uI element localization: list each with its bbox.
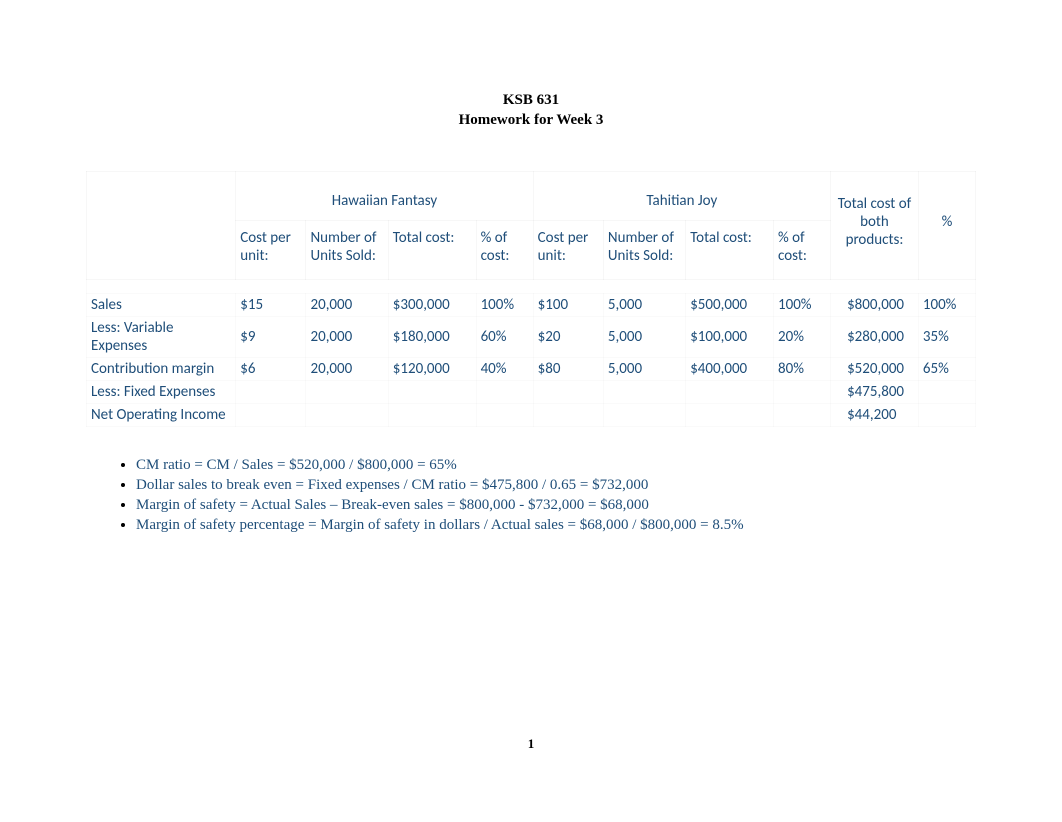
table-row: Net Operating Income $44,200 bbox=[87, 403, 976, 426]
bullet-item: Dollar sales to break even = Fixed expen… bbox=[136, 475, 976, 495]
cell-grand-total: $44,200 bbox=[831, 403, 919, 426]
heading-line-2: Homework for Week 3 bbox=[86, 110, 976, 130]
table-row: Contribution margin$620,000$120,00040%$8… bbox=[87, 357, 976, 380]
cell-p1-pct bbox=[476, 380, 533, 403]
cell-p1-cost bbox=[236, 403, 306, 426]
cell-p2-cost: $80 bbox=[533, 357, 603, 380]
cell-p2-pct bbox=[774, 403, 831, 426]
header-total-both: Total cost of both products: bbox=[831, 171, 919, 279]
cell-p2-cost bbox=[533, 380, 603, 403]
cell-p1-units: 20,000 bbox=[306, 357, 388, 380]
header-p1-total: Total cost: bbox=[388, 220, 476, 279]
cell-p1-total: $120,000 bbox=[388, 357, 476, 380]
cell-p1-cost: $9 bbox=[236, 316, 306, 357]
cell-p2-pct: 100% bbox=[774, 293, 831, 316]
header-p2-units: Number of Units Sold: bbox=[603, 220, 685, 279]
cell-grand-total: $280,000 bbox=[831, 316, 919, 357]
cell-p1-units bbox=[306, 380, 388, 403]
table-row: Less: Variable Expenses$920,000$180,0006… bbox=[87, 316, 976, 357]
cell-p2-total bbox=[686, 380, 774, 403]
cell-p1-cost: $15 bbox=[236, 293, 306, 316]
table-spacer bbox=[87, 279, 976, 293]
cell-p2-cost bbox=[533, 403, 603, 426]
heading-line-1: KSB 631 bbox=[86, 90, 976, 110]
cell-grand-pct bbox=[918, 380, 975, 403]
cell-rowlabel: Less: Fixed Expenses bbox=[87, 380, 236, 403]
header-p2-pct: % of cost: bbox=[774, 220, 831, 279]
cell-grand-pct bbox=[918, 403, 975, 426]
table-header-row-groups: Hawaiian Fantasy Tahitian Joy Total cost… bbox=[87, 171, 976, 220]
header-p1-cost-unit: Cost per unit: bbox=[236, 220, 306, 279]
cell-p2-total: $400,000 bbox=[686, 357, 774, 380]
header-product2: Tahitian Joy bbox=[533, 171, 830, 220]
table-row: Less: Fixed Expenses $475,800 bbox=[87, 380, 976, 403]
cell-rowlabel: Sales bbox=[87, 293, 236, 316]
page-number: 1 bbox=[0, 736, 1062, 752]
cell-p2-units bbox=[603, 380, 685, 403]
cell-p2-units bbox=[603, 403, 685, 426]
document-heading: KSB 631 Homework for Week 3 bbox=[86, 90, 976, 131]
cell-p2-total bbox=[686, 403, 774, 426]
cell-p2-cost: $20 bbox=[533, 316, 603, 357]
cell-p1-pct: 60% bbox=[476, 316, 533, 357]
cell-p1-units bbox=[306, 403, 388, 426]
header-p2-total: Total cost: bbox=[686, 220, 774, 279]
cell-grand-pct: 65% bbox=[918, 357, 975, 380]
bullet-item: CM ratio = CM / Sales = $520,000 / $800,… bbox=[136, 455, 976, 475]
cell-grand-pct: 35% bbox=[918, 316, 975, 357]
cell-p2-total: $100,000 bbox=[686, 316, 774, 357]
header-p2-cost-unit: Cost per unit: bbox=[533, 220, 603, 279]
cell-p2-pct: 20% bbox=[774, 316, 831, 357]
cell-p1-pct: 40% bbox=[476, 357, 533, 380]
cell-rowlabel: Net Operating Income bbox=[87, 403, 236, 426]
cell-p2-units: 5,000 bbox=[603, 316, 685, 357]
header-total-pct: % bbox=[918, 171, 975, 279]
header-p1-units: Number of Units Sold: bbox=[306, 220, 388, 279]
table-container: Hawaiian Fantasy Tahitian Joy Total cost… bbox=[86, 171, 976, 427]
cell-grand-total: $800,000 bbox=[831, 293, 919, 316]
cell-rowlabel: Contribution margin bbox=[87, 357, 236, 380]
cell-grand-total: $520,000 bbox=[831, 357, 919, 380]
cell-p2-cost: $100 bbox=[533, 293, 603, 316]
header-blank bbox=[87, 171, 236, 279]
header-product1: Hawaiian Fantasy bbox=[236, 171, 533, 220]
cell-p1-cost bbox=[236, 380, 306, 403]
bullet-item: Margin of safety = Actual Sales – Break-… bbox=[136, 495, 976, 515]
cell-grand-pct: 100% bbox=[918, 293, 975, 316]
cell-p2-units: 5,000 bbox=[603, 293, 685, 316]
table-row: Sales$1520,000$300,000100%$1005,000$500,… bbox=[87, 293, 976, 316]
cell-grand-total: $475,800 bbox=[831, 380, 919, 403]
cell-p1-units: 20,000 bbox=[306, 293, 388, 316]
cell-p1-pct bbox=[476, 403, 533, 426]
cell-p1-total: $180,000 bbox=[388, 316, 476, 357]
cell-p1-units: 20,000 bbox=[306, 316, 388, 357]
cell-p2-units: 5,000 bbox=[603, 357, 685, 380]
cell-p2-pct bbox=[774, 380, 831, 403]
cell-p1-total: $300,000 bbox=[388, 293, 476, 316]
cell-rowlabel: Less: Variable Expenses bbox=[87, 316, 236, 357]
bullet-item: Margin of safety percentage = Margin of … bbox=[136, 515, 976, 535]
cell-p1-total bbox=[388, 403, 476, 426]
income-statement-table: Hawaiian Fantasy Tahitian Joy Total cost… bbox=[86, 171, 976, 427]
cell-p1-cost: $6 bbox=[236, 357, 306, 380]
cell-p1-pct: 100% bbox=[476, 293, 533, 316]
cell-p2-total: $500,000 bbox=[686, 293, 774, 316]
document-page: KSB 631 Homework for Week 3 Hawaiian Fan… bbox=[0, 0, 1062, 536]
header-p1-pct: % of cost: bbox=[476, 220, 533, 279]
cell-p1-total bbox=[388, 380, 476, 403]
cell-p2-pct: 80% bbox=[774, 357, 831, 380]
calculation-bullets: CM ratio = CM / Sales = $520,000 / $800,… bbox=[86, 455, 976, 536]
